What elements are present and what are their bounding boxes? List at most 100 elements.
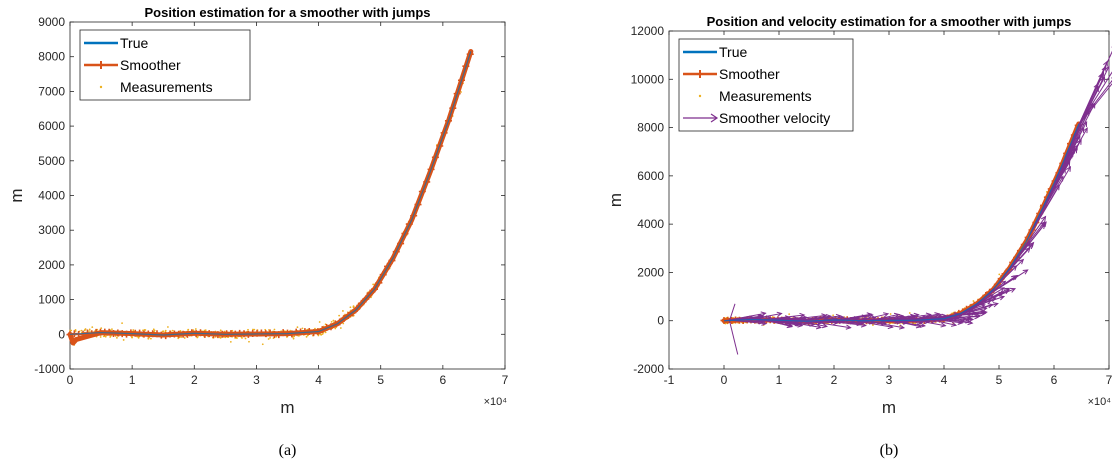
velocity-arrowhead [821,313,828,319]
measurement-point [164,329,167,332]
smoother-marker [266,329,274,337]
y-tick-label: 0 [58,327,65,341]
velocity-arrow [1078,80,1112,125]
legend-label: Smoother velocity [719,110,830,126]
x-tick-label: 2 [191,373,198,387]
velocity-arrowhead [758,313,765,320]
measurement-point [231,329,234,332]
measurement-point [261,343,264,346]
velocity-arrowhead [940,322,947,328]
measurement-point [167,326,169,328]
x-tick-label: 1 [776,373,783,387]
x-tick-label: 4 [941,373,948,387]
measurement-point [204,329,207,332]
x-tick-label: 7 [1106,373,1112,387]
measurement-point [171,329,174,332]
smoother-marker [123,330,131,338]
measurement-point [244,337,247,340]
velocity-arrowhead [1098,72,1104,79]
measurement-point [788,313,791,316]
velocity-arrowhead [867,312,874,319]
velocity-arrowhead [784,315,791,321]
measurement-point [314,327,316,330]
measurement-point [832,314,835,317]
velocity-arrowhead [822,315,829,321]
velocity-arrowhead [1084,109,1090,116]
y-tick-label: 12000 [631,24,665,38]
x-tick-label: 6 [440,373,447,387]
velocity-arrowhead [883,312,890,318]
measurement-point [298,334,300,337]
x-axis-label: m [882,398,896,417]
velocity-arrowhead [1082,127,1088,134]
velocity-arrow [807,320,851,329]
velocity-arrow [846,316,876,321]
velocity-arrowhead [992,302,999,308]
measurement-point [147,337,150,340]
velocity-arrowhead [1040,215,1047,222]
y-axis-label: m [7,188,26,202]
y-tick-label: 0 [657,314,664,328]
velocity-arrowhead [799,312,806,319]
velocity-arrowhead [950,321,958,327]
measurement-point [301,327,304,330]
y-tick-label: 5000 [38,154,65,168]
true-line [723,123,1080,322]
legend-swatch [99,85,103,89]
velocity-arrowhead [1041,221,1047,228]
smoother-marker [310,329,318,337]
measurement-point [352,305,355,308]
x-axis-label: m [280,398,294,417]
velocity-arrowhead [968,316,975,323]
measurement-point [972,300,975,302]
velocity-arrowhead [1009,287,1017,293]
measurement-point [267,338,270,340]
measurement-point [275,335,278,338]
velocity-arrow [984,269,1028,298]
measurement-point [70,329,73,332]
y-tick-label: 6000 [38,119,65,133]
measurement-point [80,329,83,332]
measurement-point [292,337,295,340]
velocity-arrowhead [776,311,783,317]
velocity-arrowhead [1022,269,1029,275]
measurement-point [914,322,917,325]
measurement-point [372,283,375,286]
velocity-arrow [771,316,807,321]
y-tick-label: 3000 [38,223,65,237]
measurement-point [319,333,322,336]
velocity-arrow [729,303,736,321]
x-tick-label: 4 [315,373,322,387]
velocity-arrow [782,314,827,321]
measurement-point [349,306,352,309]
x-axis-exponent: ×10⁴ [1088,396,1112,408]
measurement-point [99,336,102,338]
velocity-arrowhead [979,309,986,315]
velocity-arrow [905,314,942,321]
x-tick-label: 5 [996,373,1003,387]
legend: True Smoother Measurements [79,29,251,101]
measurement-point [248,340,250,343]
measurement-point [143,329,146,331]
x-tick-label: 5 [377,373,384,387]
velocity-arrowhead [915,323,922,329]
measurement-point [88,328,91,331]
velocity-arrowhead [998,291,1005,297]
legend-label: Measurements [719,88,812,104]
y-tick-label: -2000 [633,362,664,376]
chart-title: Position and velocity estimation for a s… [707,14,1072,29]
x-tick-label: 3 [253,373,260,387]
chart-panel-b: -1 0 1 2 3 4 5 6 7 -2000 0 2000 4000 6000 8000 10000 120… [606,14,1112,459]
smoother-marker [136,329,144,337]
legend-label: Measurements [120,79,213,95]
measurement-point [229,340,232,343]
measurement-point [88,330,90,333]
y-tick-label: 8000 [38,50,65,64]
legend-label: Smoother [719,66,780,82]
velocity-arrowhead [987,303,994,309]
velocity-arrowhead [1065,165,1071,172]
measurement-point [908,312,911,314]
smoother-marker [275,331,283,339]
velocity-arrowhead [815,324,823,330]
velocity-arrowhead [787,322,794,328]
